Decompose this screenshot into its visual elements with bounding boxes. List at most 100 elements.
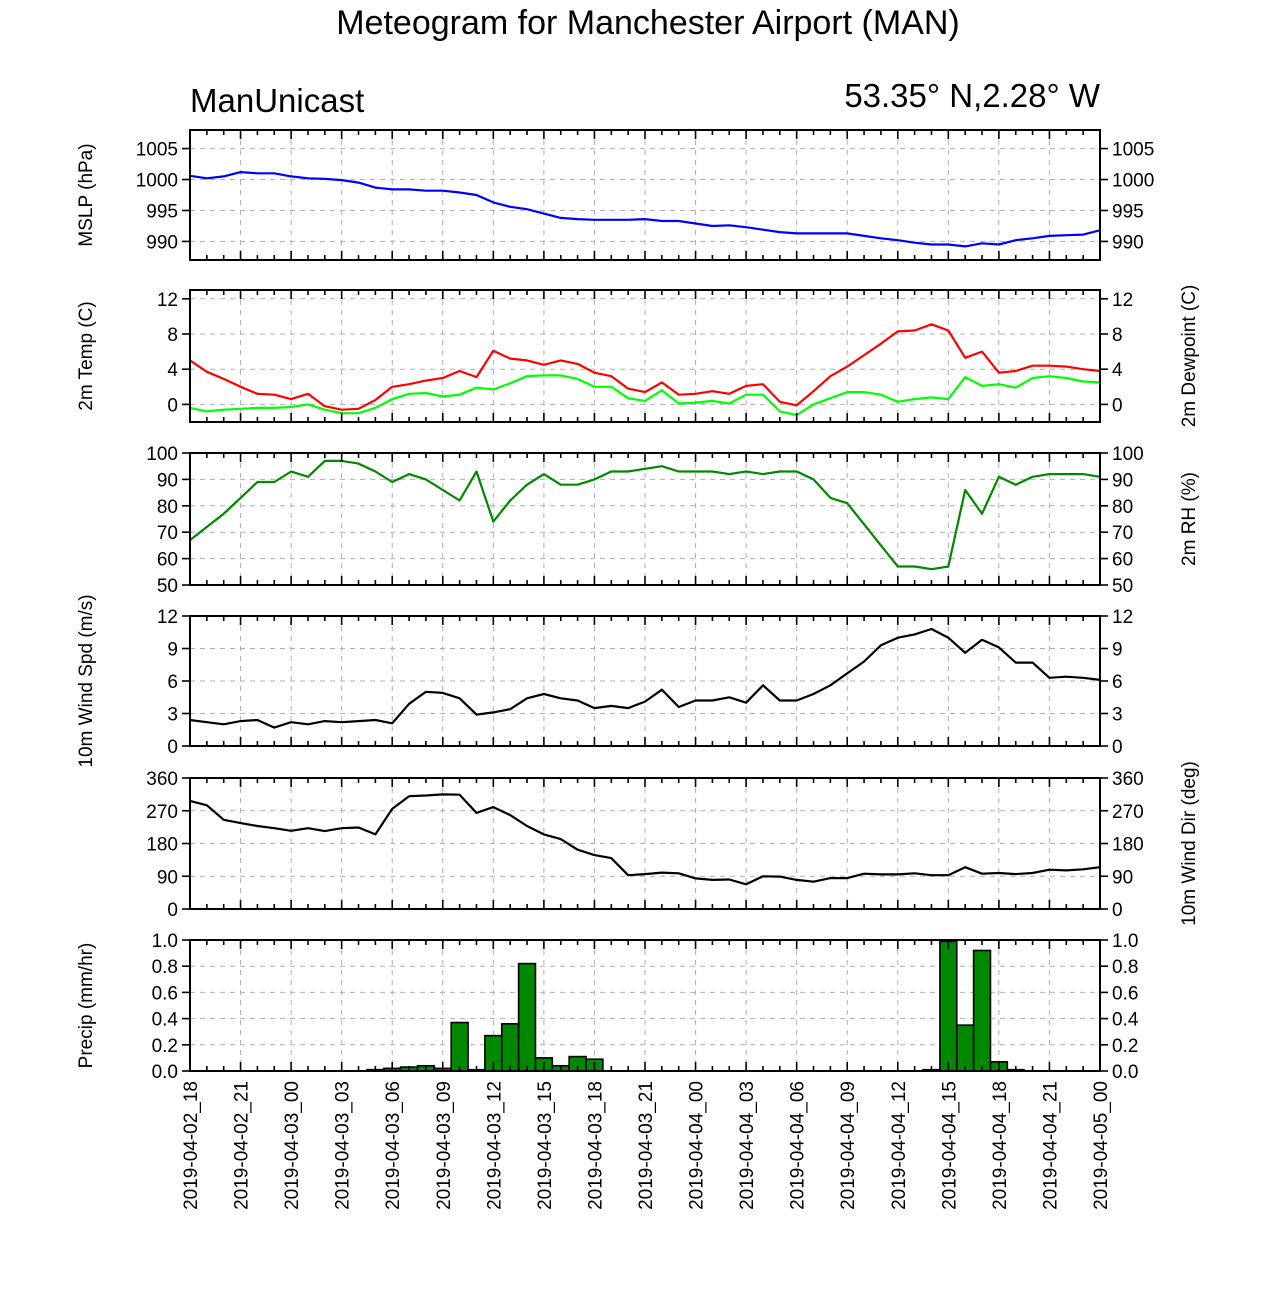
y-tick-label-right: 0.4 — [1112, 1010, 1139, 1031]
precip-bar — [955, 1024, 975, 1072]
y-tick-label-right: 0 — [1112, 737, 1123, 758]
y-tick-label-left: 12 — [157, 290, 178, 311]
y-axis-label-left: Precip (mm/hr) — [76, 943, 97, 1069]
panel-relative_humidity: 50 50 60 60 70 70 80 80 90 90 100 100 2m RH (%) — [146, 444, 1200, 597]
y-tick-label-right: 90 — [1112, 867, 1133, 888]
y-tick-label-left: 180 — [146, 835, 178, 856]
y-tick-label-left: 1000 — [136, 171, 178, 192]
y-tick-label-left: 1.0 — [152, 931, 178, 952]
chart-left-subtitle: ManUnicast — [190, 82, 364, 119]
y-tick-label-right: 1000 — [1112, 171, 1154, 192]
y-tick-label-right: 9 — [1112, 640, 1123, 661]
y-tick-label-left: 70 — [157, 523, 178, 544]
y-tick-label-right: 0 — [1112, 395, 1123, 416]
y-axis-label-left: 2m Temp (C) — [76, 301, 97, 410]
y-tick-label-right: 50 — [1112, 576, 1133, 597]
y-tick-label-left: 50 — [157, 576, 178, 597]
panel-wind_speed: 0 0 3 3 6 6 9 9 12 12 10m Wind Spd (m/s) — [76, 594, 1133, 767]
y-tick-label-right: 6 — [1112, 672, 1123, 693]
y-axis-label-right: 10m Wind Dir (deg) — [1179, 761, 1200, 926]
y-tick-label-left: 0.8 — [152, 957, 178, 978]
y-tick-label-left: 3 — [167, 705, 178, 726]
panel-mslp: 990 990 995 995 1000 1000 1005 1005 MSLP (hPa) — [76, 129, 1154, 261]
y-tick-label-left: 8 — [167, 325, 178, 346]
y-tick-label-right: 360 — [1112, 769, 1144, 790]
y-tick-label-left: 90 — [157, 867, 178, 888]
y-tick-label-left: 90 — [157, 470, 178, 491]
y-tick-label-left: 0.0 — [152, 1062, 178, 1083]
chart-title: Meteogram for Manchester Airport (MAN) — [336, 4, 960, 42]
y-tick-label-right: 0 — [1112, 900, 1123, 921]
precip-bar — [972, 949, 992, 1072]
y-tick-label-left: 0 — [167, 395, 178, 416]
y-tick-label-right: 995 — [1112, 201, 1144, 222]
y-tick-label-right: 12 — [1112, 607, 1133, 628]
temperature-series-line-0 — [189, 323, 1101, 411]
wind_direction-series-line-0 — [189, 793, 1101, 886]
x-tick-label: 2019-04-03_18 — [585, 1081, 606, 1210]
x-tick-label: 2019-04-02_18 — [181, 1081, 202, 1210]
y-tick-label-left: 0 — [167, 737, 178, 758]
y-tick-label-right: 70 — [1112, 523, 1133, 544]
y-tick-label-left: 995 — [146, 201, 178, 222]
y-axis-label-left: 10m Wind Spd (m/s) — [76, 594, 97, 767]
y-tick-label-right: 1005 — [1112, 140, 1154, 161]
y-tick-label-right: 80 — [1112, 497, 1133, 518]
y-tick-label-right: 0.6 — [1112, 983, 1138, 1004]
precip-bar — [500, 1023, 520, 1072]
y-tick-label-right: 12 — [1112, 290, 1133, 311]
x-tick-label: 2019-04-04_12 — [889, 1081, 910, 1210]
precip-bar — [939, 940, 958, 1072]
y-axis-label-right: 2m Dewpoint (C) — [1179, 285, 1200, 428]
y-tick-label-right: 90 — [1112, 470, 1133, 491]
x-tick-label: 2019-04-02_21 — [232, 1081, 253, 1210]
y-tick-label-left: 990 — [146, 232, 178, 253]
x-tick-label: 2019-04-04_03 — [737, 1081, 758, 1210]
x-tick-label: 2019-04-03_06 — [383, 1081, 404, 1210]
y-tick-label-left: 12 — [157, 607, 178, 628]
x-tick-label: 2019-04-03_00 — [282, 1081, 303, 1210]
y-tick-label-left: 80 — [157, 497, 178, 518]
x-tick-label: 2019-04-04_21 — [1040, 1081, 1061, 1210]
y-axis-label-left: MSLP (hPa) — [76, 143, 97, 246]
x-tick-label: 2019-04-04_00 — [687, 1081, 708, 1210]
y-tick-label-right: 180 — [1112, 835, 1144, 856]
panel-wind_direction: 0 0 90 90 180 180 270 270 360 360 10m Wind Dir (de… — [146, 761, 1200, 926]
precip-bar — [450, 1021, 469, 1072]
mslp-series-line-0 — [189, 171, 1101, 248]
y-tick-label-right: 1.0 — [1112, 931, 1138, 952]
y-tick-label-right: 8 — [1112, 325, 1123, 346]
y-tick-label-left: 1005 — [136, 140, 178, 161]
y-tick-label-left: 6 — [167, 672, 178, 693]
y-tick-label-right: 60 — [1112, 550, 1133, 571]
chart-right-subtitle: 53.35° N,2.28° W — [844, 77, 1101, 114]
x-tick-label: 2019-04-03_12 — [484, 1081, 505, 1210]
y-tick-label-left: 0 — [167, 900, 178, 921]
x-tick-label: 2019-04-04_09 — [838, 1081, 859, 1210]
y-tick-label-left: 0.4 — [152, 1010, 179, 1031]
y-tick-label-right: 0.2 — [1112, 1036, 1138, 1057]
y-tick-label-left: 4 — [167, 360, 178, 381]
wind_speed-series-line-0 — [189, 627, 1101, 729]
x-tick-label: 2019-04-03_15 — [535, 1081, 556, 1210]
x-tick-label: 2019-04-03_03 — [333, 1081, 354, 1210]
panel-precipitation: 0.0 0.0 0.2 0.2 0.4 0.4 0.6 0.6 0.8 0.8 1.0 1.0 Prec… — [76, 931, 1139, 1083]
x-tick-label: 2019-04-03_21 — [636, 1081, 657, 1210]
y-axis-label-right: 2m RH (%) — [1179, 472, 1200, 566]
x-tick-label: 2019-04-03_09 — [434, 1081, 455, 1210]
y-tick-label-right: 4 — [1112, 360, 1123, 381]
y-tick-label-right: 0.8 — [1112, 957, 1138, 978]
y-tick-label-left: 0.6 — [152, 983, 178, 1004]
panel-temperature: 0 0 4 4 8 8 12 12 2m Temp (C) 2m Dewpoint (C) — [76, 285, 1200, 428]
y-tick-label-right: 100 — [1112, 444, 1144, 465]
y-tick-label-left: 9 — [167, 640, 178, 661]
y-tick-label-right: 990 — [1112, 232, 1144, 253]
y-tick-label-left: 0.2 — [152, 1036, 178, 1057]
y-tick-label-left: 60 — [157, 550, 178, 571]
x-tick-label: 2019-04-04_06 — [788, 1081, 809, 1210]
y-tick-label-right: 3 — [1112, 705, 1123, 726]
x-tick-label: 2019-04-04_18 — [990, 1081, 1011, 1210]
x-tick-label: 2019-04-04_15 — [939, 1081, 960, 1210]
x-tick-label: 2019-04-05_00 — [1091, 1081, 1112, 1210]
